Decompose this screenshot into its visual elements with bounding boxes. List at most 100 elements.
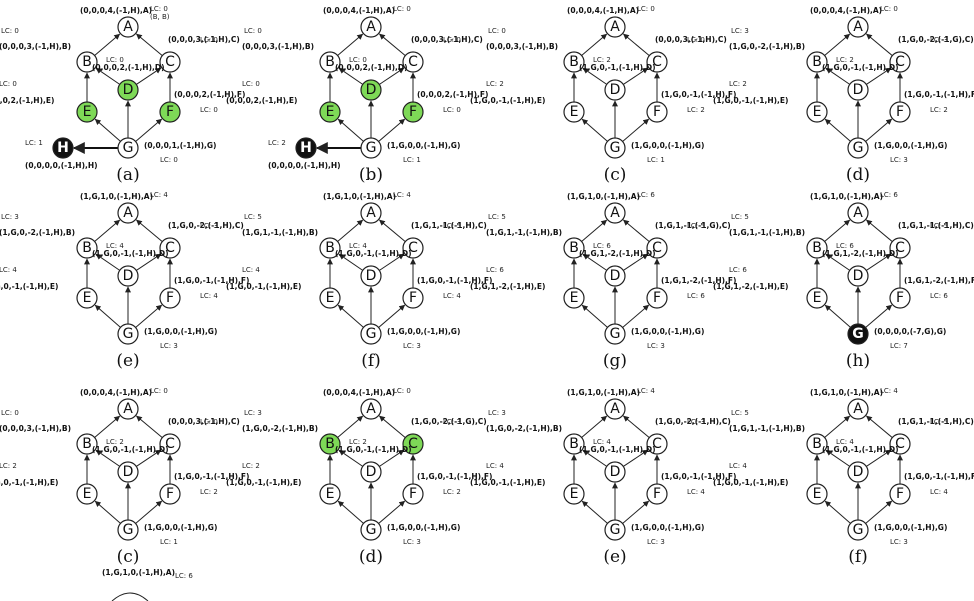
node-C-lc: LC: 5 xyxy=(930,222,948,230)
node-F-lc: LC: 0 xyxy=(443,106,461,114)
edge-C-A xyxy=(622,219,650,242)
node-G-letter: G xyxy=(123,522,134,538)
node-B-lc: LC: 0 xyxy=(244,27,262,35)
edge-D-C xyxy=(623,67,649,85)
node-E-letter: E xyxy=(83,104,92,120)
node-F-lc: LC: 4 xyxy=(443,292,461,300)
node-G xyxy=(117,519,139,541)
node-C-label: (1,G,0,-2,(-1,H),C) xyxy=(168,221,244,230)
node-C xyxy=(159,237,181,259)
node-G-lc: LC: 0 xyxy=(160,156,178,164)
edge-B-A xyxy=(337,219,364,242)
node-D xyxy=(360,461,382,483)
node-E-label: (1,G,0,-1,(-1,H),E) xyxy=(0,478,58,487)
node-D-lc: LC: 2 xyxy=(593,56,611,64)
node-F xyxy=(646,483,668,505)
node-A-letter: A xyxy=(853,401,863,417)
node-C-letter: C xyxy=(408,240,418,256)
node-C-lc: LC: 0 xyxy=(687,36,705,44)
node-H xyxy=(295,137,317,159)
node-B-label: (1,G,0,-2,(-1,H),B) xyxy=(729,42,805,51)
edge-C-A xyxy=(865,33,893,56)
node-A-label: (0,0,0,4,(-1,H),A) xyxy=(80,388,152,397)
node-E-lc: LC: 6 xyxy=(729,266,747,274)
node-A-lc: LC: 0 xyxy=(393,5,411,13)
edge-D-C xyxy=(623,449,649,467)
edge-G-E xyxy=(581,118,608,142)
node-F-lc: LC: 2 xyxy=(687,106,705,114)
panel-6: A(1,G,1,0,(-1,H),A)LC: 6B(1,G,1,-1,(-1,H… xyxy=(470,191,736,371)
node-A-label: (0,0,0,4,(-1,H),A) xyxy=(80,6,152,15)
edge-C-A xyxy=(378,415,406,438)
node-G-lc: LC: 3 xyxy=(647,342,665,350)
node-A-letter: A xyxy=(366,205,376,221)
node-E-letter: E xyxy=(326,104,335,120)
node-C-lc: LC: 3 xyxy=(443,418,461,426)
node-F xyxy=(646,287,668,309)
node-D-label: (1,G,0,-1,(-1,H),D) xyxy=(92,249,169,258)
node-G-label: (1,G,0,0,(-1,H),G) xyxy=(631,523,704,532)
node-D-letter: D xyxy=(853,268,864,284)
node-G-letter: G xyxy=(610,140,621,156)
node-E-lc: LC: 4 xyxy=(0,266,17,274)
node-F-label: (1,G,0,-1,(-1,H),F) xyxy=(174,276,249,285)
edge-D-C xyxy=(136,253,162,271)
node-C-label: (0,0,0,3,(-1,H),C) xyxy=(168,417,240,426)
node-F-label: (0,0,0,2,(-1,H),F) xyxy=(174,90,245,99)
node-C-letter: C xyxy=(408,54,418,70)
node-A-lc: LC: 4 xyxy=(393,191,411,199)
node-G-letter: G xyxy=(123,326,134,342)
node-B-letter: B xyxy=(325,240,335,256)
node-F-letter: F xyxy=(166,486,174,502)
node-B-lc: LC: 0 xyxy=(488,27,506,35)
node-C-letter: C xyxy=(652,436,662,452)
node-C-letter: C xyxy=(652,54,662,70)
node-C-letter: C xyxy=(408,436,418,452)
trailing-node-arc xyxy=(111,592,149,601)
node-B xyxy=(76,433,98,455)
node-A-letter: A xyxy=(123,401,133,417)
trailing-partial-panel: (1,G,1,0,(-1,H),A) LC: 6 xyxy=(102,568,193,601)
node-B-label: (0,0,0,3,(-1,H),B) xyxy=(0,42,71,51)
node-D xyxy=(360,265,382,287)
node-G xyxy=(117,323,139,345)
edge-D-B xyxy=(582,67,608,85)
node-H-lc: LC: 1 xyxy=(25,139,43,147)
node-B-letter: B xyxy=(812,240,822,256)
node-H-letter: H xyxy=(300,140,312,156)
edge-D-C xyxy=(379,67,405,85)
node-B xyxy=(319,51,341,73)
node-B-letter: B xyxy=(325,54,335,70)
panel-caption: (c) xyxy=(117,547,140,567)
node-G xyxy=(360,519,382,541)
edge-B-A xyxy=(824,33,851,56)
node-A-letter: A xyxy=(853,19,863,35)
edge-G-E xyxy=(337,500,364,524)
node-A-letter: A xyxy=(610,401,620,417)
node-G-lc: LC: 3 xyxy=(890,538,908,546)
panel-caption: (e) xyxy=(116,351,139,371)
node-G xyxy=(847,137,869,159)
node-A-letter: A xyxy=(853,205,863,221)
node-B-lc: LC: 3 xyxy=(731,27,749,35)
edge-C-A xyxy=(865,219,893,242)
node-E-label: (1,G,0,-1,(-1,H),E) xyxy=(713,96,788,105)
node-F-lc: LC: 0 xyxy=(200,106,218,114)
node-C xyxy=(402,51,424,73)
node-D-letter: D xyxy=(366,464,377,480)
node-D-lc: LC: 6 xyxy=(836,242,854,250)
edge-G-E xyxy=(824,118,851,142)
edge-D-C xyxy=(866,67,892,85)
node-B xyxy=(563,433,585,455)
node-G-lc: LC: 1 xyxy=(403,156,421,164)
node-C-lc: LC: 5 xyxy=(443,222,461,230)
node-G-label: (1,G,0,0,(-1,H),G) xyxy=(631,327,704,336)
node-D-lc: LC: 0 xyxy=(349,56,367,64)
node-G xyxy=(360,137,382,159)
node-D-lc: LC: 2 xyxy=(349,438,367,446)
node-D-label: (1,G,0,-1,(-1,H),D) xyxy=(822,445,899,454)
node-G xyxy=(847,519,869,541)
node-E-lc: LC: 4 xyxy=(242,266,260,274)
node-F xyxy=(646,101,668,123)
node-D xyxy=(117,79,139,101)
